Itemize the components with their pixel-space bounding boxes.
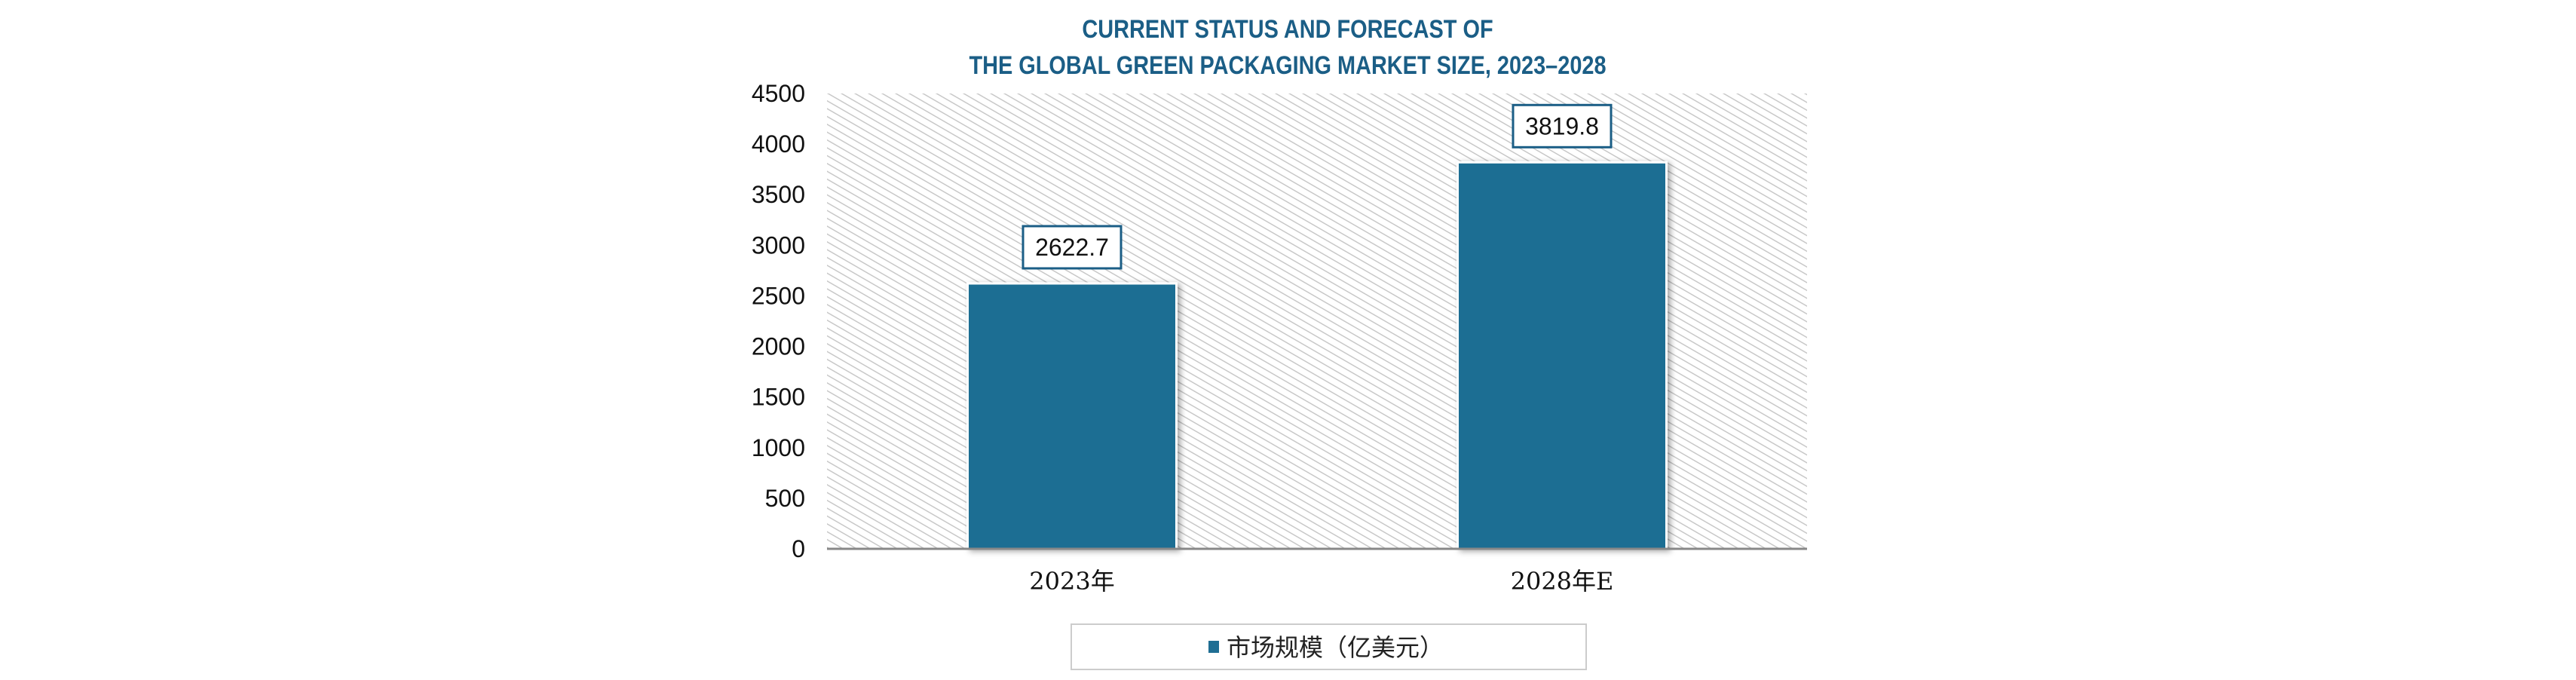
x-tick-label: 2023年 <box>1029 567 1114 596</box>
legend: 市场规模（亿美元） <box>1071 623 1587 670</box>
y-tick-label: 2500 <box>752 282 805 309</box>
chart-title-line-1: CURRENT STATUS AND FORECAST OF <box>1082 14 1493 44</box>
chart-title-line-2: THE GLOBAL GREEN PACKAGING MARKET SIZE, … <box>969 51 1606 80</box>
bar-0 <box>966 282 1178 550</box>
y-tick-label: 500 <box>765 485 805 512</box>
y-tick-label: 1500 <box>752 384 805 411</box>
y-tick-label: 0 <box>792 535 805 562</box>
data-label: 3819.8 <box>1525 112 1599 139</box>
data-label-box <box>1022 225 1123 270</box>
x-axis: 2023年 2028年E <box>1029 567 1613 596</box>
y-axis: 0 500 1000 1500 2000 2500 3000 3500 4000 4500 <box>752 80 805 562</box>
y-tick-label: 1000 <box>752 434 805 461</box>
data-label-box <box>1512 103 1613 149</box>
y-tick-label: 3000 <box>752 231 805 259</box>
legend-swatch <box>1208 641 1219 653</box>
y-tick-label: 3500 <box>752 181 805 208</box>
y-tick-label: 4500 <box>752 80 805 107</box>
x-tick-label: 2028年E <box>1511 567 1614 596</box>
bar-1 <box>1456 161 1668 550</box>
data-label: 2622.7 <box>1035 234 1109 261</box>
legend-label: 市场规模（亿美元） <box>1227 633 1444 662</box>
bars: 2622.7 3819.8 <box>966 103 1668 550</box>
y-tick-label: 2000 <box>752 333 805 360</box>
legend-box <box>1071 623 1587 670</box>
y-tick-label: 4000 <box>752 130 805 158</box>
